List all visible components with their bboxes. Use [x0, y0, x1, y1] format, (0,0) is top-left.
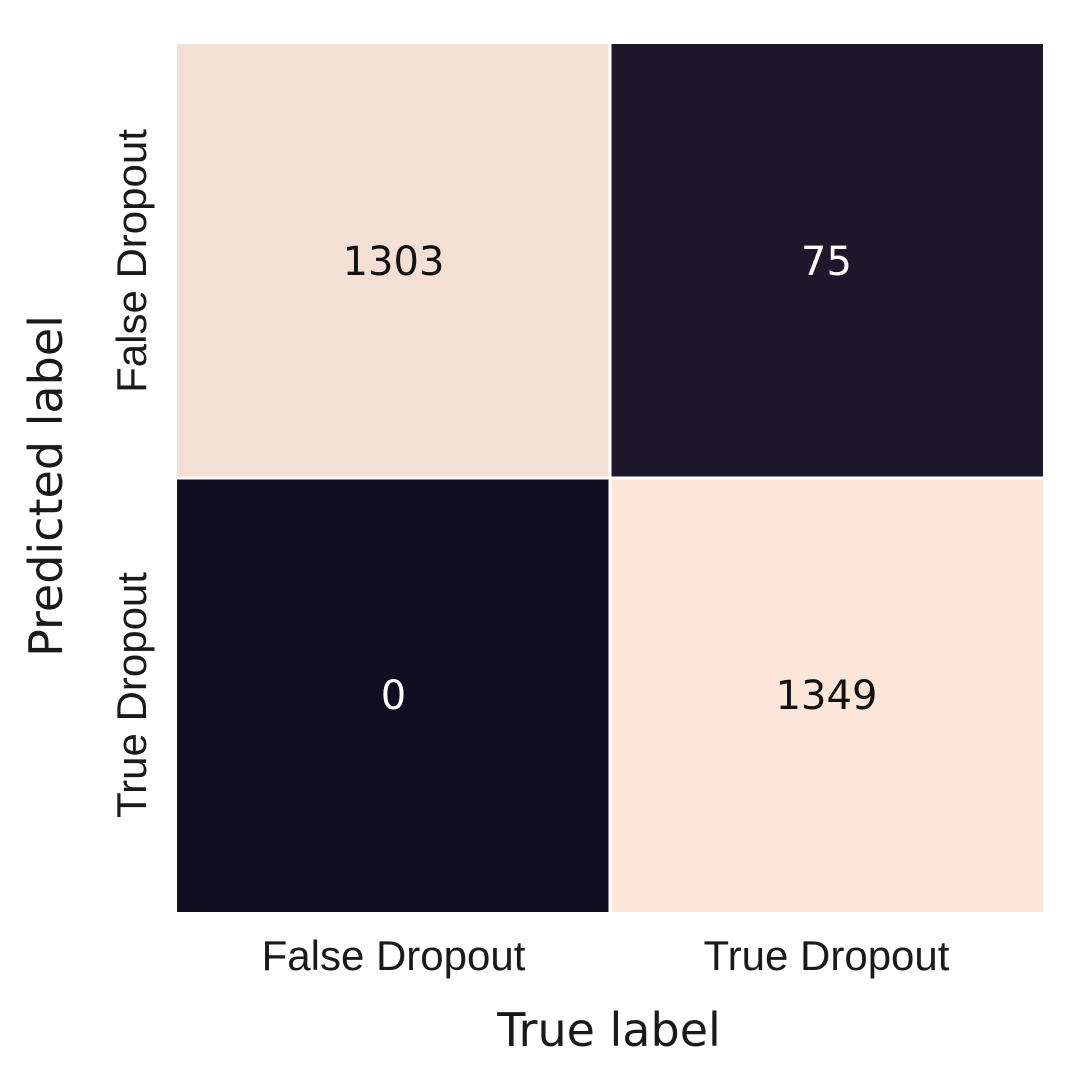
y-tick-label: False Dropout — [108, 129, 155, 393]
y-axis-title: Predicted label — [19, 315, 73, 657]
x-axis-title: True label — [496, 1003, 721, 1057]
cell-value-label: 1349 — [776, 673, 878, 719]
heatmap-cell-r0-c1 — [610, 44, 1043, 478]
cell-value-label: 1303 — [343, 239, 445, 285]
cell-value-label: 0 — [381, 673, 406, 719]
x-tick-label: True Dropout — [704, 932, 950, 979]
cell-value-label: 75 — [801, 239, 852, 285]
heatmap-cell-r1-c0 — [177, 478, 610, 912]
y-tick-labels: False Dropout True Dropout — [108, 129, 155, 818]
x-tick-label: False Dropout — [262, 932, 526, 979]
y-tick-label: True Dropout — [108, 572, 155, 818]
heatmap-cells: 1303 75 0 1349 — [177, 44, 1043, 912]
heatmap-cell-r0-c0 — [177, 44, 610, 478]
heatmap-cell-r1-c1 — [610, 478, 1043, 912]
x-tick-labels: False Dropout True Dropout — [262, 932, 950, 979]
